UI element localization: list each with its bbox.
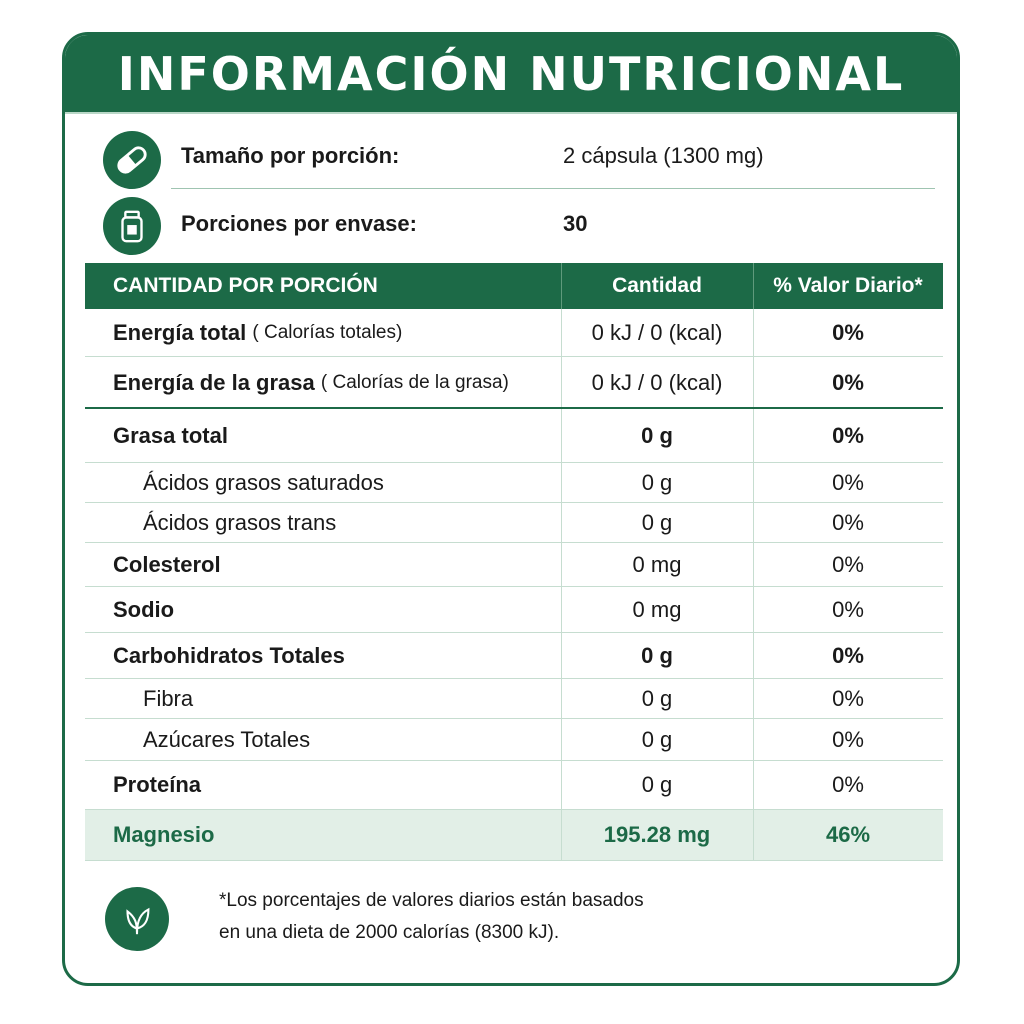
servings-per-container-label: Porciones por envase: bbox=[181, 211, 417, 236]
table-row: Ácidos grasos saturados 0 g 0% bbox=[85, 463, 943, 503]
serving-size-value: 2 cápsula (1300 mg) bbox=[563, 143, 764, 168]
table-row: Colesterol 0 mg 0% bbox=[85, 543, 943, 587]
header-quantity: Cantidad bbox=[612, 274, 702, 297]
table-header: CANTIDAD POR PORCIÓN Cantidad % Valor Di… bbox=[85, 263, 943, 309]
leaf-icon bbox=[105, 887, 169, 951]
footnote-line: *Los porcentajes de valores diarios está… bbox=[219, 890, 644, 911]
row-daily-value: 0% bbox=[832, 470, 864, 495]
row-daily-value: 46% bbox=[825, 822, 871, 847]
row-label: Ácidos grasos saturados bbox=[143, 470, 384, 495]
table-row: Fibra 0 g 0% bbox=[85, 679, 943, 719]
serving-size-label: Tamaño por porción: bbox=[181, 143, 400, 168]
row-daily-value: 0% bbox=[832, 423, 864, 448]
table-row: Proteína 0 g 0% bbox=[85, 761, 943, 809]
table-row: Carbohidratos Totales 0 g 0% bbox=[85, 633, 943, 679]
row-label: Colesterol bbox=[113, 552, 221, 577]
footnote: *Los porcentajes de valores diarios está… bbox=[219, 885, 644, 949]
row-amount: 0 g bbox=[641, 686, 673, 711]
capsule-icon bbox=[103, 131, 161, 189]
row-label: Fibra bbox=[143, 686, 194, 711]
row-label: Ácidos grasos trans bbox=[143, 510, 337, 535]
row-amount: 0 mg bbox=[632, 552, 682, 577]
table-row: Grasa total 0 g 0% bbox=[85, 409, 943, 463]
row-daily-value: 0% bbox=[832, 597, 864, 622]
row-daily-value: 0% bbox=[832, 772, 864, 797]
nutrition-card: INFORMACIÓN NUTRICIONAL Tamaño por porci… bbox=[62, 32, 960, 986]
header-amount-per-serving: CANTIDAD POR PORCIÓN bbox=[113, 274, 378, 297]
row-daily-value: 0% bbox=[832, 552, 864, 577]
table-row: Azúcares Totales 0 g 0% bbox=[85, 719, 943, 761]
table-row: Sodio 0 mg 0% bbox=[85, 587, 943, 633]
row-amount: 0 g bbox=[641, 772, 673, 797]
footnote-line: en una dieta de 2000 calorías (8300 kJ). bbox=[219, 922, 560, 943]
row-daily-value: 0% bbox=[832, 510, 864, 535]
row-label: Energía total bbox=[113, 320, 247, 345]
page-title: INFORMACIÓN NUTRICIONAL bbox=[65, 35, 957, 114]
table-row: Energía total ( Calorías totales) 0 kJ /… bbox=[85, 309, 943, 357]
table-row: Ácidos grasos trans 0 g 0% bbox=[85, 503, 943, 543]
highlight-row: Magnesio 195.28 mg 46% bbox=[85, 809, 943, 861]
row-label: Azúcares Totales bbox=[143, 727, 311, 752]
row-amount: 0 g bbox=[641, 470, 673, 495]
row-daily-value: 0% bbox=[832, 370, 864, 395]
row-amount: 0 kJ / 0 (kcal) bbox=[591, 320, 723, 345]
row-sublabel: ( Calorías de la grasa) bbox=[320, 372, 509, 393]
table-row: Energía de la grasa ( Calorías de la gra… bbox=[85, 357, 943, 409]
row-amount: 0 kJ / 0 (kcal) bbox=[591, 370, 723, 395]
row-daily-value: 0% bbox=[832, 643, 864, 668]
row-amount: 0 g bbox=[641, 727, 673, 752]
jar-icon bbox=[103, 197, 161, 255]
row-amount: 0 g bbox=[641, 423, 673, 448]
row-daily-value: 0% bbox=[832, 686, 864, 711]
row-label: Energía de la grasa bbox=[113, 370, 315, 395]
row-amount: 195.28 mg bbox=[603, 822, 711, 847]
row-amount: 0 mg bbox=[632, 597, 682, 622]
row-sublabel: ( Calorías totales) bbox=[252, 322, 403, 343]
row-label: Proteína bbox=[113, 772, 202, 797]
header-daily-value: % Valor Diario* bbox=[773, 274, 923, 297]
info-divider bbox=[171, 188, 935, 189]
row-amount: 0 g bbox=[641, 643, 673, 668]
row-label: Magnesio bbox=[113, 822, 215, 847]
row-daily-value: 0% bbox=[832, 727, 864, 752]
row-label: Carbohidratos Totales bbox=[113, 643, 345, 668]
row-daily-value: 0% bbox=[832, 320, 864, 345]
row-label: Sodio bbox=[113, 597, 175, 622]
row-label: Grasa total bbox=[113, 423, 228, 448]
servings-per-container-value: 30 bbox=[563, 211, 588, 236]
row-amount: 0 g bbox=[641, 510, 673, 535]
